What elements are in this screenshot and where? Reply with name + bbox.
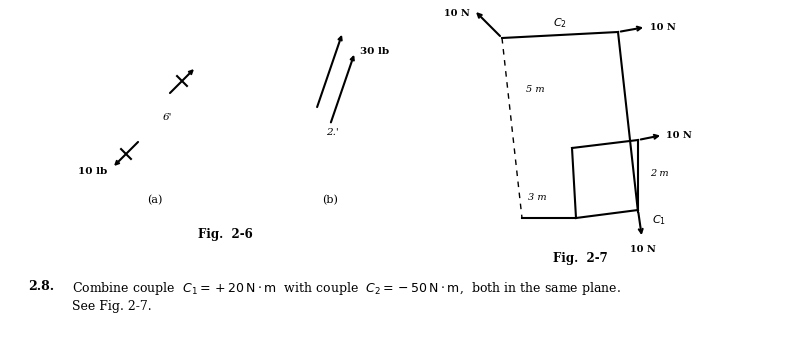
Text: $C_2$: $C_2$ <box>553 16 567 30</box>
Text: 10 N: 10 N <box>666 131 692 140</box>
Text: 2 m: 2 m <box>650 170 668 178</box>
Text: 2.': 2.' <box>326 127 339 137</box>
Text: $C_1$: $C_1$ <box>652 213 666 227</box>
Text: Fig.  2-7: Fig. 2-7 <box>552 252 608 265</box>
Text: 5 m: 5 m <box>526 85 544 95</box>
Text: 10 N: 10 N <box>650 22 676 31</box>
Text: 30 lb: 30 lb <box>360 47 389 56</box>
Text: 10 N: 10 N <box>444 10 470 19</box>
Text: (b): (b) <box>322 195 338 205</box>
Text: Combine couple  $C_1 = +20\,\mathrm{N \cdot m}$  with couple  $C_2 = -50\,\mathr: Combine couple $C_1 = +20\,\mathrm{N \cd… <box>72 280 621 297</box>
Text: Fig.  2-6: Fig. 2-6 <box>198 228 253 241</box>
Text: (a): (a) <box>147 195 163 205</box>
Text: 2.8.: 2.8. <box>28 280 54 293</box>
Text: 3 m: 3 m <box>527 193 546 202</box>
Text: 10 N: 10 N <box>630 245 656 254</box>
Text: 6': 6' <box>163 114 173 122</box>
Text: See Fig. 2-7.: See Fig. 2-7. <box>72 300 151 313</box>
Text: 10 lb: 10 lb <box>78 167 107 176</box>
